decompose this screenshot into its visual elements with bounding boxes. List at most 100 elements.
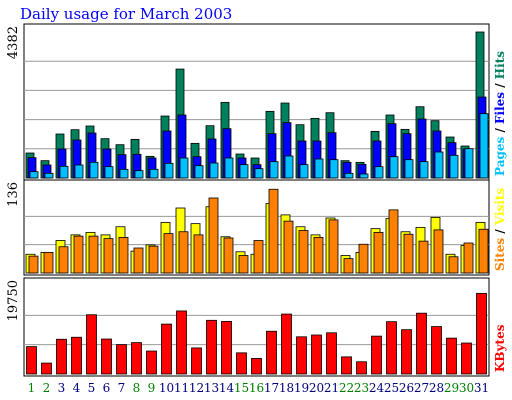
bar-pages-day-18 [284, 155, 294, 179]
bar-sites-day-7 [118, 236, 129, 274]
bar-pages-day-23 [359, 173, 369, 179]
bar-kbytes-day-12 [191, 347, 202, 375]
bar-pages-day-3 [59, 165, 69, 179]
bar-pages-day-30 [464, 148, 474, 179]
day-label-15: 15 [234, 381, 249, 395]
bar-pages-day-8 [134, 170, 144, 179]
bar-pages-day-29 [449, 154, 459, 179]
bar-kbytes-day-28 [431, 326, 442, 375]
bar-kbytes-day-31 [476, 292, 487, 375]
panel-hits: 4382 Pages / Files / Hits [6, 23, 507, 181]
bar-kbytes-day-7 [116, 344, 127, 375]
bar-sites-day-21 [328, 219, 339, 274]
y-max-label: 19750 [6, 280, 21, 321]
bar-sites-day-29 [448, 256, 459, 274]
bar-sites-day-8 [133, 247, 144, 274]
bar-kbytes-day-2 [41, 362, 52, 375]
bar-sites-day-3 [58, 246, 69, 274]
panel-frame [23, 179, 490, 276]
bar-sites-day-17 [268, 188, 279, 274]
day-label-12: 12 [189, 381, 204, 395]
bar-pages-day-4 [74, 164, 84, 179]
legend-item-hits: Hits [493, 51, 507, 79]
day-label-16: 16 [249, 381, 264, 395]
panel-kbytes: 19750 KBytes [6, 277, 507, 377]
day-label-23: 23 [354, 381, 369, 395]
legend-visits: Sites / Visits [493, 188, 507, 271]
bar-kbytes-day-4 [71, 336, 82, 375]
day-label-30: 30 [459, 381, 474, 395]
bar-pages-day-7 [119, 168, 129, 179]
bar-kbytes-day-15 [236, 352, 247, 375]
day-label-5: 5 [88, 381, 96, 395]
bar-kbytes-day-23 [356, 361, 367, 375]
bar-kbytes-day-6 [101, 338, 112, 375]
day-label-18: 18 [279, 381, 294, 395]
bar-pages-day-22 [344, 172, 354, 179]
bar-kbytes-day-10 [161, 323, 172, 375]
legend-item-visits: Visits [493, 188, 507, 227]
day-label-14: 14 [219, 381, 235, 395]
legend-separator: / [493, 225, 507, 238]
bar-sites-day-9 [148, 245, 159, 274]
day-label-3: 3 [58, 381, 66, 395]
bar-pages-day-5 [89, 161, 99, 179]
legend-kbytes: KBytes [493, 324, 507, 372]
day-label-2: 2 [43, 381, 51, 395]
bar-kbytes-day-16 [251, 358, 262, 375]
bar-kbytes-day-13 [206, 319, 217, 375]
day-label-6: 6 [103, 381, 111, 395]
day-label-20: 20 [309, 381, 324, 395]
day-label-9: 9 [148, 381, 156, 395]
bar-pages-day-6 [104, 166, 114, 179]
bar-kbytes-day-9 [146, 350, 157, 375]
bar-sites-day-31 [478, 228, 489, 274]
day-label-26: 26 [399, 381, 414, 395]
day-label-1: 1 [28, 381, 36, 395]
bar-pages-day-17 [269, 161, 279, 179]
bar-pages-day-31 [479, 113, 489, 179]
bar-sites-day-25 [388, 209, 399, 274]
day-label-7: 7 [118, 381, 126, 395]
panel-frame [23, 277, 490, 377]
day-label-27: 27 [414, 381, 429, 395]
day-label-25: 25 [384, 381, 399, 395]
bar-kbytes-day-3 [56, 338, 67, 375]
day-label-29: 29 [444, 381, 459, 395]
bar-pages-day-15 [239, 164, 249, 179]
bar-kbytes-day-29 [446, 337, 457, 375]
bar-kbytes-day-24 [371, 335, 382, 375]
bar-sites-day-24 [373, 231, 384, 274]
bar-sites-day-6 [103, 238, 114, 274]
day-label-11: 11 [174, 381, 189, 395]
bar-sites-day-23 [358, 243, 369, 274]
legend-item-files: Files [493, 92, 507, 124]
day-label-13: 13 [204, 381, 219, 395]
bar-pages-day-27 [419, 161, 429, 179]
bar-sites-day-11 [178, 231, 189, 274]
bar-pages-day-28 [434, 151, 444, 179]
legend-separator: / [493, 124, 507, 137]
y-max-label: 136 [6, 182, 21, 207]
bar-pages-day-21 [329, 159, 339, 179]
day-label-24: 24 [369, 381, 385, 395]
bar-kbytes-day-5 [86, 314, 97, 375]
bar-sites-day-19 [298, 230, 309, 274]
bar-kbytes-day-27 [416, 312, 427, 375]
bar-kbytes-day-22 [341, 356, 352, 375]
day-label-4: 4 [73, 381, 81, 395]
bar-sites-day-27 [418, 240, 429, 274]
y-max-label: 4382 [6, 26, 21, 59]
day-label-10: 10 [159, 381, 174, 395]
bar-sites-day-2 [43, 251, 54, 274]
bar-sites-day-28 [433, 229, 444, 274]
bar-pages-day-12 [194, 165, 204, 179]
bar-pages-day-1 [29, 171, 39, 179]
legend-item-pages: Pages [493, 136, 507, 176]
bar-sites-day-13 [208, 197, 219, 274]
bar-pages-day-26 [404, 159, 414, 179]
bar-sites-day-5 [88, 235, 99, 274]
bar-kbytes-day-21 [326, 332, 337, 375]
day-label-17: 17 [264, 381, 279, 395]
bar-kbytes-day-26 [401, 329, 412, 375]
